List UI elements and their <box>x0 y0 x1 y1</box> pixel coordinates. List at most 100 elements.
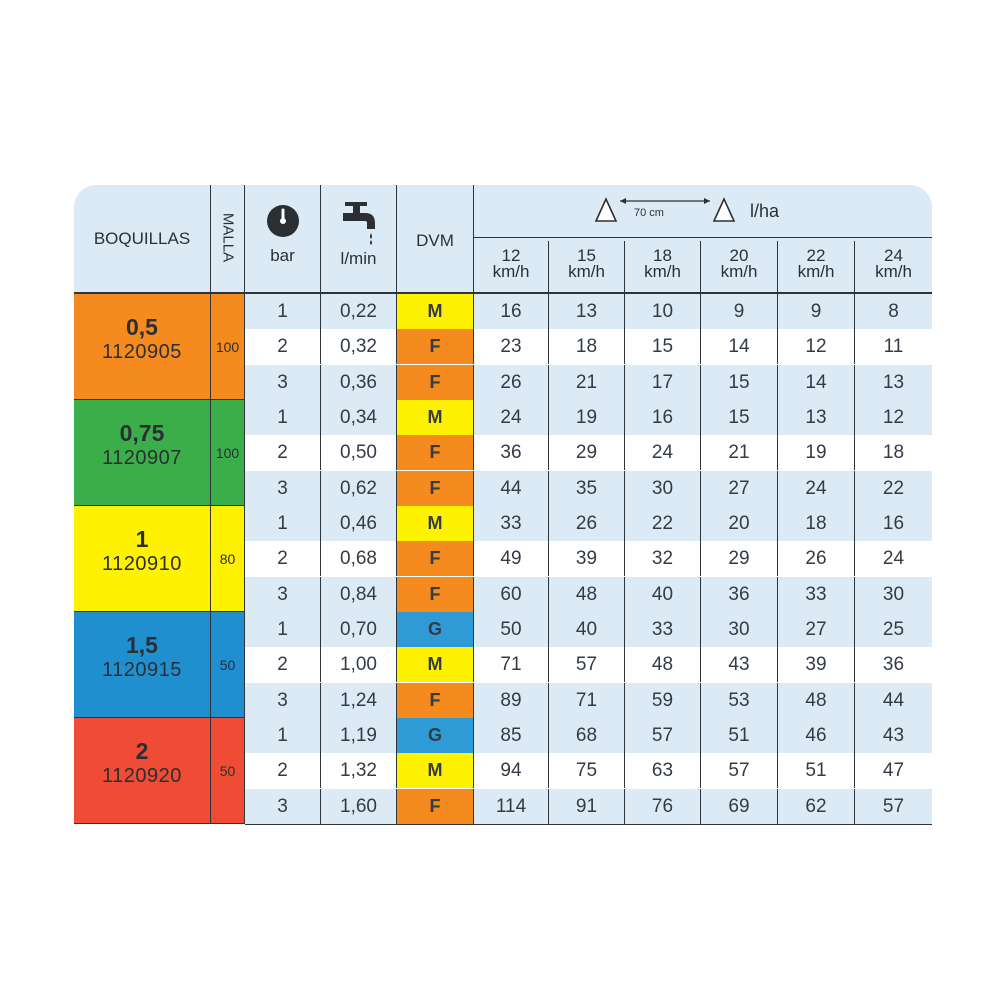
lha-cell: 44 <box>474 471 549 506</box>
dvm-cell: F <box>397 365 474 400</box>
table-row: 3 0,84 F 60 48 40 36 33 30 <box>245 577 932 613</box>
nozzle-code: 1120905 <box>102 341 182 363</box>
lha-cell: 57 <box>701 753 778 788</box>
lha-cell: 91 <box>549 789 625 824</box>
lmin-cell: 0,70 <box>321 612 397 647</box>
lha-cell: 57 <box>882 796 905 817</box>
lmin-cell: 1,19 <box>321 718 397 753</box>
lha-cell: 16 <box>882 513 905 534</box>
lha-cell: 75 <box>549 753 625 788</box>
boquillas-header: BOQUILLAS <box>74 185 211 292</box>
table-row: 1 0,46 M 33 26 22 20 18 16 <box>245 506 932 541</box>
speed-header-18: 18 km/h <box>625 241 701 292</box>
lmin-cell: 1,00 <box>321 647 397 682</box>
lha-cell: 24 <box>625 435 701 470</box>
mesh-cell: 80 <box>211 506 245 612</box>
nozzle-cell: 1,5 1120915 <box>74 612 211 718</box>
table-row: 3 1,60 F 114 91 76 69 62 57 <box>245 789 932 825</box>
nozzle-code: 1120907 <box>102 447 182 469</box>
dvm-cell: F <box>397 577 474 612</box>
lha-cell: 44 <box>882 690 905 711</box>
dvm-cell: F <box>397 683 474 718</box>
dvm-cell: F <box>397 541 474 576</box>
lmin-cell: 0,50 <box>321 435 397 470</box>
lha-cell: 14 <box>778 365 855 400</box>
lha-cell: 76 <box>625 789 701 824</box>
speed-divider <box>474 237 932 238</box>
speed-header-20: 20 km/h <box>701 241 778 292</box>
bar-header: bar <box>245 185 321 292</box>
bar-cell: 3 <box>245 789 321 824</box>
lha-cell: 48 <box>778 683 855 718</box>
nozzle-size: 2 <box>135 738 149 764</box>
lha-cell: 16 <box>625 400 701 435</box>
lha-cell: 8 <box>888 301 899 322</box>
speed-value: 24 <box>884 246 903 265</box>
lha-cell: 24 <box>474 400 549 435</box>
nozzle-size: 0,75 <box>119 420 165 446</box>
bar-cell: 3 <box>245 365 321 400</box>
speed-value: 22 <box>806 246 826 265</box>
lha-cell: 48 <box>549 577 625 612</box>
lha-cell: 25 <box>882 619 905 640</box>
lha-cell: 21 <box>549 365 625 400</box>
header-bottom-line <box>74 292 932 294</box>
lha-cell: 26 <box>474 365 549 400</box>
lha-cell: 15 <box>625 329 701 364</box>
lha-cell: 53 <box>701 683 778 718</box>
mesh-cell: 100 <box>211 400 245 506</box>
bar-cell: 2 <box>245 647 321 682</box>
lha-cell: 29 <box>701 541 778 576</box>
malla-header: MALLA <box>211 185 245 292</box>
lha-cell: 26 <box>778 541 855 576</box>
lmin-cell: 0,36 <box>321 365 397 400</box>
table-row: 1 0,22 M 16 13 10 9 9 8 <box>245 294 932 329</box>
lmin-cell: 0,68 <box>321 541 397 576</box>
nozzle-spacing-icon <box>594 197 736 222</box>
lha-cell: 24 <box>882 548 905 569</box>
lha-cell: 49 <box>474 541 549 576</box>
nozzle-code: 1120910 <box>102 553 182 575</box>
lha-cell: 27 <box>701 471 778 506</box>
dvm-cell: G <box>397 718 474 753</box>
dvm-cell: M <box>397 400 474 435</box>
lha-cell: 12 <box>778 329 855 364</box>
lha-cell: 18 <box>549 329 625 364</box>
lha-cell: 43 <box>882 725 905 746</box>
lha-cell: 20 <box>701 506 778 541</box>
lha-cell: 13 <box>778 400 855 435</box>
table-row: 1 0,34 M 24 19 16 15 13 12 <box>245 400 932 435</box>
lha-cell: 59 <box>625 683 701 718</box>
lha-cell: 60 <box>474 577 549 612</box>
lha-cell: 30 <box>882 584 905 605</box>
nozzle-size: 1,5 <box>126 632 158 658</box>
lha-cell: 15 <box>701 365 778 400</box>
table-row: 3 0,36 F 26 21 17 15 14 13 <box>245 365 932 401</box>
speed-header-12: 12 km/h <box>474 241 549 292</box>
speed-header-15: 15 km/h <box>549 241 625 292</box>
lha-cell: 14 <box>701 329 778 364</box>
lha-cell: 57 <box>625 718 701 753</box>
table-row: 1 0,70 G 50 40 33 30 27 25 <box>245 612 932 647</box>
lha-cell: 43 <box>701 647 778 682</box>
lmin-cell: 1,24 <box>321 683 397 718</box>
lha-cell: 62 <box>778 789 855 824</box>
speed-unit: km/h <box>720 262 758 281</box>
lha-cell: 13 <box>882 372 905 393</box>
lha-cell: 21 <box>701 435 778 470</box>
lha-cell: 36 <box>882 654 905 675</box>
lha-cell: 11 <box>883 336 904 357</box>
speed-value: 18 <box>653 246 672 265</box>
nozzle-cell: 1 1120910 <box>74 506 211 612</box>
lha-cell: 46 <box>778 718 855 753</box>
bar-cell: 1 <box>245 400 321 435</box>
lha-cell: 33 <box>778 577 855 612</box>
lha-cell: 33 <box>625 612 701 647</box>
table-body: 0,5 1120905 100 1 0,22 M 16 13 10 9 9 8 2 0,32 F 23 18 15… <box>74 294 932 825</box>
lha-cell: 51 <box>701 718 778 753</box>
lha-cell: 47 <box>882 760 905 781</box>
bar-cell: 2 <box>245 329 321 364</box>
bar-cell: 3 <box>245 471 321 506</box>
lha-cell: 63 <box>625 753 701 788</box>
lha-cell: 15 <box>701 400 778 435</box>
